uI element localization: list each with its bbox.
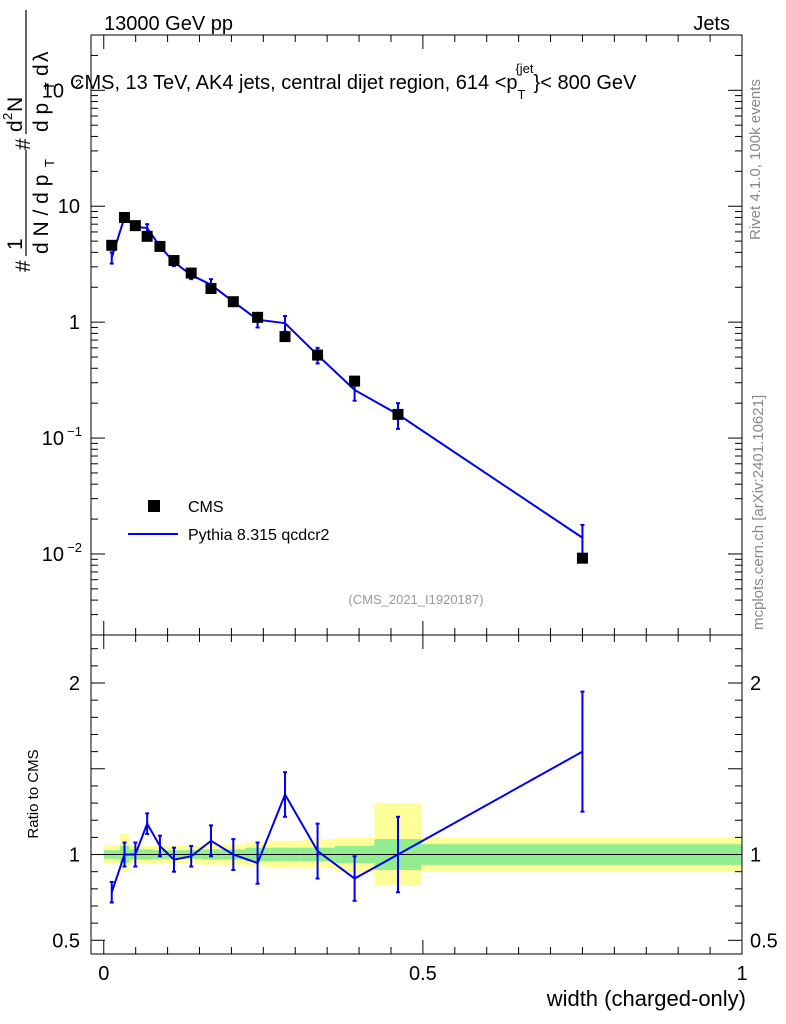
- mc-ratio-series: [109, 690, 585, 904]
- yl-d2: d: [4, 120, 27, 132]
- main-title-text: CMS, 13 TeV, AK4 jets, central dijet reg…: [70, 72, 518, 94]
- upper-y-tick-exp: −2: [67, 540, 82, 555]
- mc-series: [109, 214, 585, 556]
- lower-y-tick-label-right: 1: [750, 845, 761, 867]
- cms-point: [312, 349, 324, 361]
- x-axis-label: width (charged-only): [546, 986, 746, 1011]
- cms-point: [227, 296, 239, 308]
- cms-point: [205, 283, 217, 295]
- x-tick-labels: 0 0.5 1: [98, 963, 747, 985]
- mc-line: [110, 215, 583, 539]
- cms-point: [119, 211, 131, 223]
- rivet-label: Rivet 4.1.0, 100k events: [747, 79, 764, 240]
- mcplots-label: mcplots.cern.ch [arXiv:2401.10621]: [750, 395, 767, 630]
- cms-point: [154, 240, 166, 252]
- yl-sub-t: T: [42, 159, 57, 167]
- yl-hash1: #: [12, 260, 35, 272]
- yl-sub-t2: T: [42, 82, 57, 90]
- upper-y-tick-label: 10: [58, 196, 80, 218]
- yl-one: 1: [4, 238, 27, 250]
- yl-d: d: [30, 64, 53, 76]
- upper-y-tick-label: 1: [69, 312, 80, 334]
- yl-sup2: 2: [0, 113, 15, 120]
- upper-y-tick-exp: 2: [75, 76, 82, 91]
- main-title-sub: T: [518, 87, 526, 102]
- yl-n: N: [4, 97, 27, 112]
- main-title: CMS, 13 TeV, AK4 jets, central dijet reg…: [70, 61, 637, 102]
- upper-y-tick-label: 10: [42, 80, 64, 102]
- main-title-suffix: }< 800 GeV: [534, 72, 638, 94]
- upper-ticks: [91, 34, 743, 636]
- analysis-id: (CMS_2021_I1920187): [348, 592, 483, 607]
- yl-hash2: #: [12, 138, 35, 150]
- cms-series: [106, 211, 588, 564]
- cms-point: [279, 331, 291, 343]
- lower-y-axis-label: Ratio to CMS: [25, 749, 42, 838]
- lower-frame: [90, 634, 743, 955]
- lower-y-tick-label: 0.5: [52, 930, 80, 952]
- lower-y-tick-label-right: 0.5: [750, 930, 778, 952]
- lower-ticks: [91, 635, 743, 954]
- lower-y-tick-label: 1: [69, 845, 80, 867]
- upper-y-tick-exp: −1: [67, 424, 82, 439]
- cms-point: [576, 552, 588, 564]
- legend: CMS Pythia 8.315 qcdcr2: [128, 499, 330, 544]
- upper-frame: [90, 34, 743, 636]
- main-title-sup: {jet: [515, 61, 533, 76]
- yl-lambda: λ: [30, 51, 53, 62]
- lower-y-tick-label-right: 2: [750, 673, 761, 695]
- lower-panel: 0.5 0.5 1 1 2 2: [52, 634, 778, 955]
- legend-cms-marker: [148, 500, 160, 512]
- category-label: Jets: [693, 13, 730, 35]
- cms-point: [141, 230, 153, 242]
- energy-label: 13000 GeV pp: [104, 13, 233, 35]
- upper-y-tick-label: 10: [42, 428, 64, 450]
- cms-point: [168, 255, 180, 267]
- cms-point: [349, 375, 361, 387]
- upper-y-tick-label: 10: [42, 544, 64, 566]
- lower-y-tick-labels: 0.5 0.5 1 1 2 2: [52, 673, 778, 952]
- x-tick-label: 0.5: [409, 963, 437, 985]
- cms-point: [252, 311, 264, 323]
- x-tick-label: 1: [736, 963, 747, 985]
- ratio-bands: [103, 803, 742, 886]
- cms-point: [129, 220, 141, 232]
- yl-dpt: d p: [30, 103, 53, 132]
- legend-cms-label: CMS: [188, 499, 224, 516]
- cms-point: [392, 408, 404, 420]
- yl-dn-dpt: d N / d p: [30, 175, 53, 254]
- cms-point: [185, 267, 197, 279]
- lower-y-tick-label: 2: [69, 673, 80, 695]
- x-tick-label: 0: [98, 963, 109, 985]
- legend-mc-label: Pythia 8.315 qcdcr2: [188, 527, 330, 544]
- cms-point: [106, 239, 118, 251]
- upper-y-axis-label: # 1 d N / d p T # d 2 N d p T d λ: [0, 10, 57, 272]
